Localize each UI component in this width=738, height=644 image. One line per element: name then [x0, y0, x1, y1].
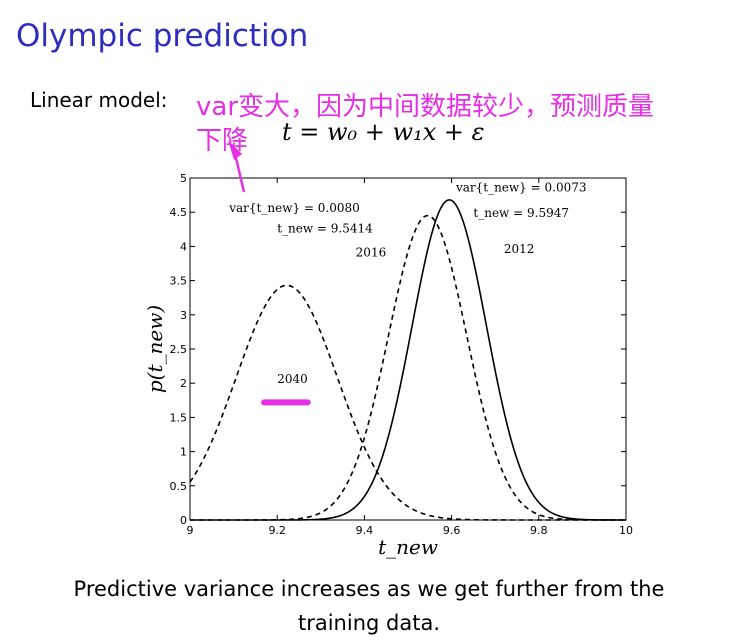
x-tick-label-3: 9.6 [443, 524, 461, 537]
y-axis-label: p(t_new) [143, 305, 167, 393]
slide-title: Olympic prediction [16, 18, 309, 54]
model-label: Linear model: [30, 88, 168, 112]
y-tick-label-9: 4.5 [170, 206, 188, 219]
chart-annotation-6: 2040 [277, 372, 308, 386]
x-tick-label-0: 9 [187, 524, 194, 537]
annotation-line-1: var变大，因为中间数据较少，预测质量 [196, 92, 655, 122]
y-tick-label-4: 2 [180, 377, 187, 390]
x-tick-label-1: 9.2 [268, 524, 286, 537]
x-tick-label-4: 9.8 [530, 524, 548, 537]
annotation-arrow-shaft [234, 157, 246, 193]
model-equation: t = w₀ + w₁x + ε [282, 118, 485, 146]
chart-annotation-2: 2012 [504, 242, 535, 256]
y-tick-label-3: 1.5 [170, 411, 188, 424]
y-tick-label-6: 3 [180, 309, 187, 322]
y-tick-label-0: 0 [180, 514, 187, 527]
y-tick-label-1: 0.5 [170, 480, 188, 493]
x-axis-label: t_new [378, 535, 438, 559]
chart-annotation-0: var{t_new} = 0.0073 [455, 181, 587, 195]
caption-line-1: Predictive variance increases as we get … [73, 577, 665, 601]
chart-annotation-3: var{t_new} = 0.0080 [228, 201, 360, 215]
handwritten-annotation: var变大，因为中间数据较少，预测质量 下降 [196, 90, 736, 158]
x-tick-label-5: 10 [619, 524, 633, 537]
annotation-arrow-head [228, 140, 242, 160]
chart-annotation-5: 2016 [356, 246, 387, 260]
y-tick-label-8: 4 [180, 240, 187, 253]
annotation-line-2: 下降 [196, 126, 249, 156]
y-tick-label-2: 1 [180, 446, 187, 459]
chart-annotation-1: t_new = 9.5947 [473, 206, 569, 220]
series-2016-curve [190, 214, 626, 521]
x-tick-label-2: 9.4 [356, 524, 374, 537]
y-tick-label-5: 2.5 [170, 343, 188, 356]
slide-caption: Predictive variance increases as we get … [0, 572, 738, 640]
caption-line-2: training data. [297, 611, 440, 635]
y-tick-label-7: 3.5 [170, 275, 188, 288]
series-2012-curve [190, 199, 626, 521]
series-2040-curve [189, 284, 626, 521]
chart-annotation-4: t_new = 9.5414 [277, 222, 373, 236]
y-tick-label-10: 5 [180, 172, 187, 185]
